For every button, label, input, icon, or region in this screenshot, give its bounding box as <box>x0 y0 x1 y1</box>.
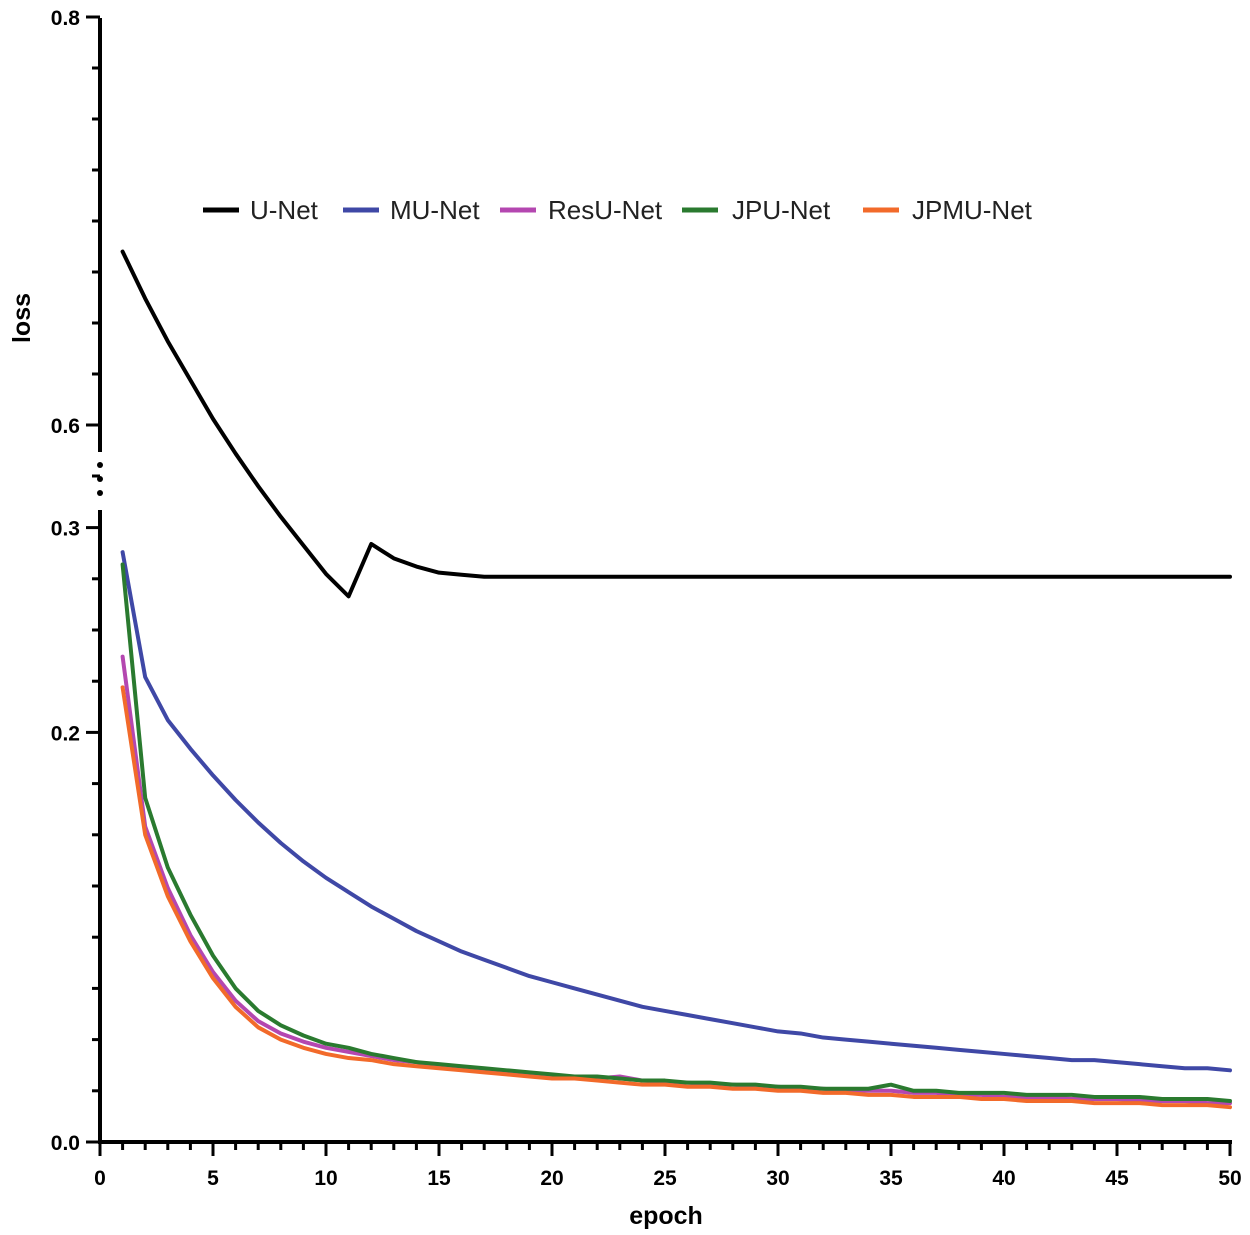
axes: 0 5 10 15 20 25 30 35 40 45 50 0.0 0.2 0.3 0.6 0.8 <box>51 7 1242 1190</box>
series-line-jpmu-net <box>120 685 1232 1110</box>
series-lines <box>120 249 1232 1110</box>
axis-break-dot <box>97 490 103 496</box>
x-tick-label: 35 <box>879 1167 903 1190</box>
axis-break-dot <box>97 462 103 468</box>
y-tick-label: 0.8 <box>51 7 81 30</box>
x-tick-label: 0 <box>94 1167 106 1190</box>
legend-label: JPMU-Net <box>912 195 1033 225</box>
y-tick-label: 0.3 <box>51 518 80 541</box>
x-tick-label: 20 <box>540 1167 563 1190</box>
y-tick-label: 0.2 <box>51 722 80 745</box>
y-tick-label: 0.0 <box>51 1132 80 1155</box>
x-tick-label: 25 <box>653 1167 677 1190</box>
legend-label: JPU-Net <box>732 195 831 225</box>
legend-label: ResU-Net <box>548 195 663 225</box>
x-axis-title: epoch <box>629 1202 703 1230</box>
series-line-resu-net <box>120 654 1232 1106</box>
x-tick-label: 15 <box>427 1167 451 1190</box>
y-axis-title: loss <box>8 293 36 343</box>
legend: U-Net MU-Net ResU-Net JPU-Net JPMU-Net <box>203 195 1033 225</box>
x-tick-label: 10 <box>314 1167 337 1190</box>
series-line-u-net <box>120 249 1232 599</box>
y-tick-label: 0.6 <box>51 415 80 438</box>
legend-label: U-Net <box>250 195 319 225</box>
x-tick-label: 40 <box>992 1167 1015 1190</box>
x-tick-label: 5 <box>207 1167 219 1190</box>
x-tick-label: 50 <box>1218 1167 1241 1190</box>
series-line-jpu-net <box>120 562 1232 1104</box>
x-tick-label: 45 <box>1105 1167 1129 1190</box>
x-tick-label: 30 <box>766 1167 789 1190</box>
series-line-mu-net <box>120 550 1232 1073</box>
legend-label: MU-Net <box>390 195 480 225</box>
